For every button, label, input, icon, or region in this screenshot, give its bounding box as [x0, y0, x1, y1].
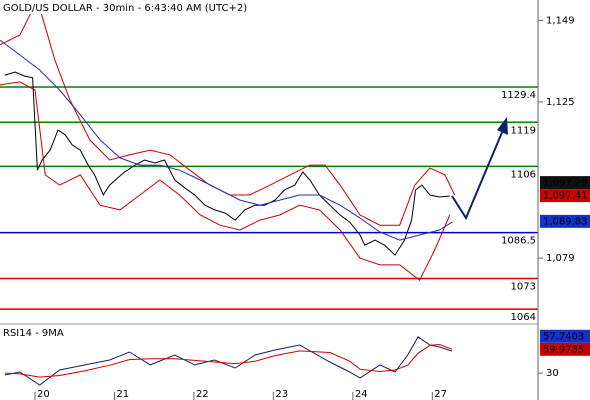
series-line: [0, 81, 451, 281]
chart-title: GOLD/US DOLLAR - 30min - 6:43:40 AM (UTC…: [3, 3, 247, 14]
x-tick-label: 22: [196, 389, 209, 400]
y-tick-label: 1,149: [546, 15, 575, 26]
projection-arrow: [451, 129, 504, 221]
series-line: [4, 343, 453, 378]
series-line: [4, 336, 453, 386]
x-tick-label: 20: [37, 389, 50, 400]
price-plot: [0, 4, 538, 310]
price-tag: [540, 214, 590, 228]
price-tag: [540, 329, 590, 343]
title-bg: [0, 0, 255, 14]
price-tag: [540, 176, 590, 190]
price-tag: [540, 189, 590, 203]
x-tick-label: 21: [116, 389, 129, 400]
level-label: 1073: [511, 282, 536, 293]
level-label: 1106: [511, 169, 536, 180]
y-tick-label: 1,125: [546, 97, 575, 108]
rsi-plot: [4, 336, 453, 386]
axes: 1,079 1,125 1,149 30 20 21 22 23 24 27 1129.4 1119 1…: [34, 15, 590, 400]
level-label: 1064: [511, 312, 536, 323]
level-label: 1086.5: [501, 236, 536, 247]
y-tick-label: 1,079: [546, 253, 575, 264]
level-label: 1129.4: [501, 90, 536, 101]
series-line: [0, 39, 453, 241]
series-line: [4, 71, 450, 256]
price-tag-label: 59.9735: [543, 344, 584, 355]
price-tag-label: 1,097.41: [543, 191, 588, 202]
x-tick-label: 23: [275, 389, 288, 400]
x-tick-label: 24: [355, 389, 368, 400]
price-tag-label: 1,089.83: [543, 216, 588, 227]
level-label: 1119: [511, 125, 536, 136]
price-tag-label: 1,097.29: [543, 178, 588, 189]
y-tick-label: 30: [546, 368, 559, 379]
price-tag: [540, 342, 590, 356]
projection-arrow-head: [497, 117, 508, 135]
price-tag-label: 57.7403: [543, 331, 584, 342]
x-tick-label: 27: [434, 389, 447, 400]
rsi-title: RSI14 - 9MA: [3, 328, 64, 339]
